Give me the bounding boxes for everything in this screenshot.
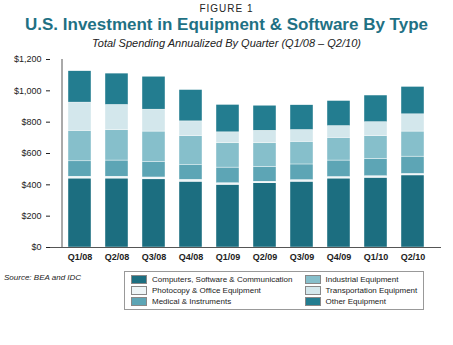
- html-text:Other Equipment: Other Equipment: [325, 297, 386, 306]
- svg-text:Q1/08: Q1/08: [68, 252, 93, 262]
- html-text:Industrial Equipment: Industrial Equipment: [325, 275, 399, 284]
- svg-text:Q3/08: Q3/08: [142, 252, 167, 262]
- html-text:Total Spending Annualized By Q: Total Spending Annualized By Quarter (Q1…: [92, 37, 361, 49]
- svg-text:Q4/09: Q4/09: [327, 252, 352, 262]
- html-text:FIGURE 1: FIGURE 1: [199, 3, 254, 14]
- svg-text:$800: $800: [21, 117, 41, 127]
- svg-text:$1,200: $1,200: [14, 54, 42, 64]
- svg-text:$400: $400: [21, 180, 41, 190]
- svg-text:Q2/08: Q2/08: [105, 252, 130, 262]
- html-text:Photocopy & Office Equipment: Photocopy & Office Equipment: [152, 286, 261, 295]
- html-text:U.S. Investment in Equipment &: U.S. Investment in Equipment & Software …: [25, 15, 428, 34]
- html-text:Medical & Instruments: Medical & Instruments: [152, 297, 232, 306]
- html-text:Transportation Equipment: Transportation Equipment: [325, 286, 418, 295]
- svg-text:$0: $0: [31, 242, 41, 252]
- svg-text:$200: $200: [21, 211, 41, 221]
- svg-text:$1,000: $1,000: [14, 86, 42, 96]
- svg-text:Q3/09: Q3/09: [290, 252, 315, 262]
- svg-text:Q2/10: Q2/10: [401, 252, 426, 262]
- svg-text:Q1/09: Q1/09: [216, 252, 241, 262]
- svg-text:$600: $600: [21, 148, 41, 158]
- svg-text:Q2/09: Q2/09: [253, 252, 278, 262]
- html-text:Computers, Software & Communic: Computers, Software & Communication: [152, 275, 293, 284]
- html-text:Source: BEA and IDC: Source: BEA and IDC: [4, 273, 82, 282]
- svg-text:Q1/10: Q1/10: [364, 252, 389, 262]
- svg-text:Q4/08: Q4/08: [179, 252, 204, 262]
